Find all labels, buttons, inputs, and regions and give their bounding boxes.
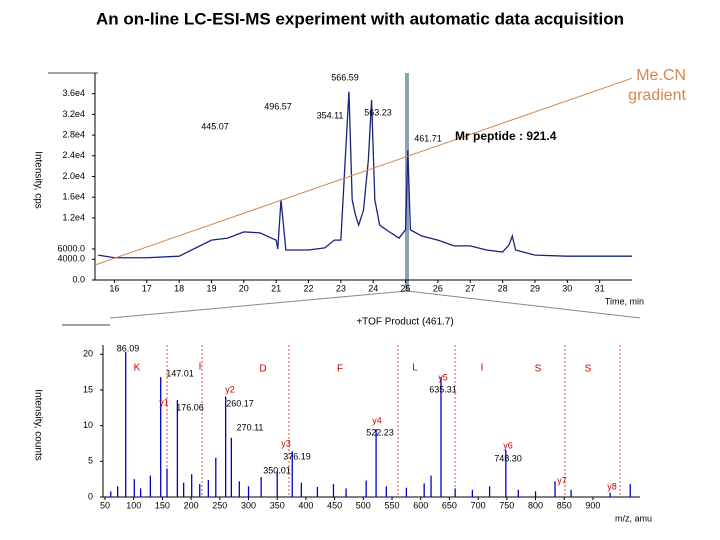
y-tick-label: 10 (83, 420, 93, 430)
x-tick-label: 25 (401, 283, 411, 293)
x-tick-label: 900 (585, 500, 600, 510)
annotation: 522.23 (366, 427, 394, 437)
x-tick-label: 31 (595, 283, 605, 293)
annotation: D (259, 364, 266, 375)
annotation: I (199, 362, 202, 373)
x-tick-label: 30 (562, 283, 572, 293)
annotation: 260.17 (226, 398, 254, 408)
annotation: L (412, 363, 418, 374)
y-tick-label: 2.4e4 (62, 150, 85, 160)
data-line (98, 91, 632, 259)
annotation: 563.23 (364, 107, 392, 117)
x-tick-label: 850 (557, 500, 572, 510)
y-tick-label: 2.0e4 (62, 171, 85, 181)
x-tick-label: 500 (356, 500, 371, 510)
x-tick-label: 50 (100, 500, 110, 510)
annotation: 461.71 (414, 133, 442, 143)
x-tick-label: 24 (368, 283, 378, 293)
zoom-line (109, 290, 408, 319)
x-tick-label: 700 (471, 500, 486, 510)
y-tick-label: 3.6e4 (62, 88, 85, 98)
y-tick-label: 2.8e4 (62, 129, 85, 139)
annotation: S (585, 364, 592, 375)
chart-title: +TOF Product (461.7) (356, 317, 453, 328)
annotation: y7 (557, 475, 567, 485)
x-tick-label: 17 (142, 283, 152, 293)
annotation: y8 (607, 481, 617, 491)
x-tick-label: 22 (303, 283, 313, 293)
annotation: 147.01 (166, 368, 194, 378)
x-tick-label: 150 (155, 500, 170, 510)
x-tick-label: 20 (239, 283, 249, 293)
x-tick-label: 27 (465, 283, 475, 293)
annotation: 566.59 (331, 72, 359, 82)
x-tick-label: 21 (271, 283, 281, 293)
x-tick-label: 19 (206, 283, 216, 293)
x-tick-label: 28 (498, 283, 508, 293)
residue-lines (166, 345, 621, 497)
y-tick-label: 15 (83, 384, 93, 394)
y-tick-label: 5 (88, 456, 93, 466)
x-tick-label: 550 (385, 500, 400, 510)
x-tick-label: 100 (126, 500, 141, 510)
x-tick-label: 600 (413, 500, 428, 510)
x-tick-label: 400 (298, 500, 313, 510)
y-tick-label: 1.2e4 (62, 212, 85, 222)
x-tick-label: 29 (530, 283, 540, 293)
annotation: F (337, 364, 343, 375)
annotation: y3 (281, 438, 291, 448)
y-tick-label: 4000.0 (57, 254, 85, 264)
annotation: 86.09 (117, 343, 140, 353)
y-tick-label: 0 (88, 491, 93, 501)
annotation: K (134, 363, 141, 374)
x-tick-label: 350 (270, 500, 285, 510)
annotation: y6 (503, 440, 513, 450)
y-tick-label: 6000.0 (57, 243, 85, 253)
annotation: 496.57 (264, 101, 292, 111)
y-axis-label: Intensity, counts (32, 389, 43, 461)
annotation: I (481, 363, 484, 374)
y-tick-label: 0.0 (72, 274, 85, 284)
x-tick-label: 450 (327, 500, 342, 510)
legend-gradient: Me.CN gradient (628, 67, 686, 104)
x-tick-label: 18 (174, 283, 184, 293)
annotation: Mr peptide : 921.4 (455, 129, 557, 143)
y-tick-label: 1.6e4 (62, 192, 85, 202)
annotation: y2 (225, 384, 235, 394)
annotation: y5 (438, 372, 448, 382)
x-tick-label: 800 (528, 500, 543, 510)
y-axis-label: Intensity, cps (32, 151, 43, 209)
annotation: 748.30 (494, 453, 522, 463)
x-tick-label: 200 (184, 500, 199, 510)
annotation: S (535, 364, 542, 375)
slide-title: An on-line LC-ESI-MS experiment with aut… (96, 9, 624, 28)
annotation: 270.11 (237, 422, 264, 432)
x-tick-label: 300 (241, 500, 256, 510)
x-axis-label: Time, min (605, 296, 644, 306)
data-line (94, 77, 633, 266)
x-axis-label: m/z, amu (615, 513, 652, 523)
annotation: 176.06 (176, 402, 204, 412)
annotation: 350.01 (263, 465, 291, 475)
annotation: y1 (159, 397, 169, 407)
x-tick-label: 650 (442, 500, 457, 510)
annotation: 635.31 (429, 384, 457, 394)
annotation: y4 (372, 415, 382, 425)
x-tick-label: 16 (109, 283, 119, 293)
zoom-line (406, 290, 641, 319)
x-tick-label: 750 (499, 500, 514, 510)
x-tick-label: 23 (336, 283, 346, 293)
annotation: 445.07 (201, 121, 229, 131)
y-tick-label: 20 (83, 349, 93, 359)
y-tick-label: 3.2e4 (62, 109, 85, 119)
x-tick-label: 250 (212, 500, 227, 510)
x-tick-label: 26 (433, 283, 443, 293)
annotation: 354.11 (317, 110, 344, 120)
annotation: 376.19 (283, 451, 311, 461)
